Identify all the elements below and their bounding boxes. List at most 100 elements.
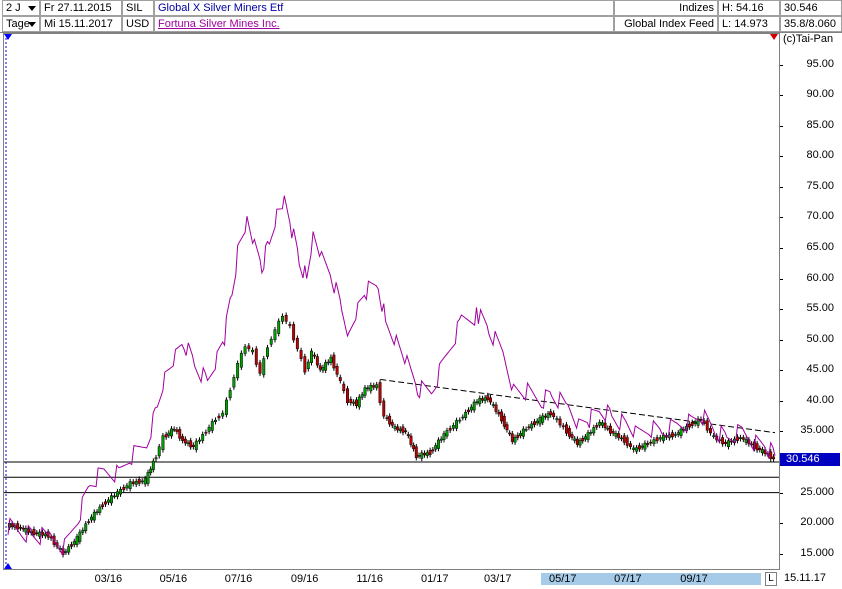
copyright-label: (c)Tai-Pan — [783, 33, 834, 45]
candle-body — [625, 437, 629, 446]
scroll-end-marker[interactable]: L — [765, 572, 777, 586]
candle-body — [122, 486, 126, 491]
period-select[interactable]: 2 J — [2, 0, 40, 16]
candle-body — [149, 468, 153, 473]
date-to[interactable]: Mi 15.11.2017 — [40, 16, 122, 32]
candle-body — [178, 429, 182, 439]
candle-body — [635, 447, 639, 452]
candle-body — [35, 532, 39, 535]
scrollbar-thumb[interactable] — [540, 573, 761, 585]
y-tick-label: 35.000 — [800, 424, 834, 437]
candle-body — [458, 419, 462, 422]
candle-body — [357, 396, 361, 408]
y-tick-mark — [780, 309, 783, 311]
candle-body — [210, 421, 214, 431]
chart-header: 2 J Tage Fr 27.11.2015 Mi 15.11.2017 SIL… — [0, 0, 842, 33]
x-tick-label: 05/16 — [159, 573, 188, 585]
y-tick-label: 15.000 — [800, 546, 834, 559]
candle-body — [81, 529, 85, 533]
candle-body — [705, 420, 709, 431]
y-tick-label: 45.00 — [806, 363, 834, 376]
candle-body — [292, 324, 296, 341]
y-tick-mark — [780, 492, 783, 494]
y-axis[interactable]: (c)Tai-Pan 15.00020.00025.00030.00035.00… — [780, 33, 842, 570]
candle-body — [280, 315, 284, 322]
candle-body — [530, 423, 534, 429]
candle-body — [598, 422, 602, 426]
candle-body — [258, 362, 262, 374]
candle-body — [575, 438, 579, 445]
candle-body — [288, 324, 292, 326]
candle-body — [658, 437, 662, 440]
high-value: H: 54.16 — [718, 0, 780, 16]
candle-body — [532, 421, 536, 425]
x-tick-label: 09/17 — [680, 573, 708, 585]
y-tick-label: 65.00 — [806, 241, 834, 253]
candle-body — [486, 395, 490, 400]
candle-body — [614, 433, 618, 437]
candle-body — [393, 426, 397, 429]
candle-body — [167, 432, 171, 436]
candle-body — [398, 428, 402, 431]
candle-body — [586, 432, 590, 441]
candle-body — [676, 432, 680, 435]
interval-select[interactable]: Tage — [2, 16, 40, 32]
candle-body — [284, 315, 288, 322]
candle-body — [744, 439, 748, 443]
candle-body — [541, 415, 545, 423]
candle-body — [396, 426, 400, 431]
chart-area[interactable] — [3, 33, 780, 570]
candle-body — [558, 418, 562, 426]
candle-body — [186, 442, 190, 444]
series1-name[interactable]: Global X Silver Miners Etf — [154, 0, 614, 16]
candle-body — [232, 377, 236, 388]
x-axis[interactable]: 03/16 05/16 07/16 09/16 11/16 01/17 03/17 05/17… — [3, 570, 780, 589]
y-tick-mark — [780, 248, 783, 249]
candle-body — [72, 541, 76, 545]
candle-body — [690, 422, 694, 426]
candle-body — [299, 350, 303, 359]
candle-body — [581, 438, 585, 442]
y-tick-label: 70.00 — [806, 210, 834, 223]
candle-body — [194, 440, 198, 451]
y-tick-mark — [780, 278, 783, 280]
x-tick-label: 11/16 — [356, 573, 384, 585]
candle-body — [564, 424, 568, 434]
date-from[interactable]: Fr 27.11.2015 — [40, 0, 122, 16]
y-tick-label: 90.00 — [806, 88, 834, 101]
candle-body — [475, 401, 479, 404]
candle-body — [617, 433, 621, 439]
candle-body — [78, 531, 82, 542]
candle-body — [101, 504, 105, 507]
candle-body — [620, 437, 623, 440]
candle-body — [321, 366, 325, 371]
candle-body — [326, 361, 330, 364]
x-tick-label: 09/16 — [290, 573, 319, 585]
candle-body — [538, 417, 542, 425]
candle-body — [401, 426, 405, 433]
x-tick-label: 07/16 — [224, 573, 253, 585]
candle-body — [573, 438, 577, 441]
candle-body — [727, 440, 730, 447]
candle-body — [64, 551, 68, 553]
candle-body — [236, 363, 240, 379]
candle-body — [609, 425, 612, 434]
candle-body — [269, 338, 273, 345]
candle-body — [313, 354, 316, 357]
candle-body — [632, 447, 636, 451]
candle-body — [761, 449, 764, 454]
candle-body — [90, 516, 93, 521]
candle-body — [497, 411, 501, 415]
candle-body — [451, 425, 455, 429]
candle-body — [310, 350, 313, 363]
candle-body — [434, 445, 438, 450]
candle-body — [352, 401, 356, 404]
candle-body — [709, 428, 712, 434]
candle-body — [693, 422, 697, 425]
y-tick-label: 95.00 — [806, 57, 834, 70]
range-value: 35.8/8.060 — [780, 16, 842, 32]
series2-name[interactable]: Fortuna Silver Mines Inc. — [154, 16, 614, 32]
candle-body — [16, 523, 20, 530]
candle-body — [758, 447, 762, 451]
candle-body — [570, 434, 574, 438]
